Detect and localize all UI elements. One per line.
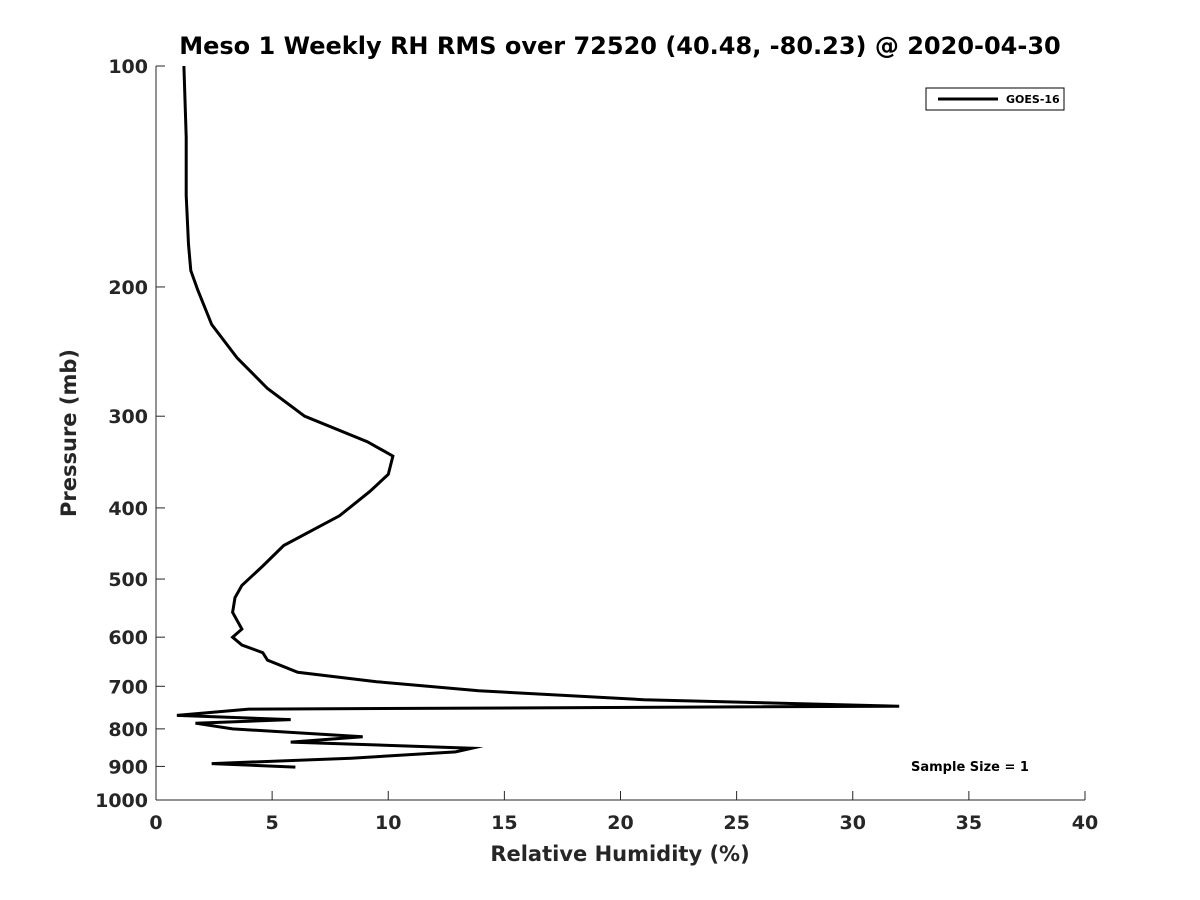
y-tick-label: 600 — [108, 627, 148, 649]
x-tick-label: 30 — [840, 812, 866, 834]
x-tick-label: 0 — [149, 812, 162, 834]
series-layer — [176, 65, 900, 769]
y-tick-label: 900 — [108, 756, 148, 778]
y-tick-label: 700 — [108, 676, 148, 698]
y-tick-label: 100 — [108, 56, 148, 78]
legend-label-goes-16: GOES-16 — [1006, 93, 1060, 106]
x-axis-label: Relative Humidity (%) — [490, 842, 749, 866]
series-line-goes-16 — [176, 65, 900, 769]
x-tick-label: 20 — [607, 812, 633, 834]
y-tick-label: 1000 — [95, 790, 148, 812]
y-tick-label: 400 — [108, 498, 148, 520]
plot-axes: 0 5 10 15 20 25 30 35 40 100 200 300 400 500 600 700 800… — [95, 56, 1098, 834]
x-tick-label: 35 — [956, 812, 982, 834]
x-tick-label: 10 — [375, 812, 401, 834]
x-tick-label: 40 — [1072, 812, 1098, 834]
y-tick-label: 500 — [108, 569, 148, 591]
y-tick-label: 300 — [108, 406, 148, 428]
y-tick-label: 200 — [108, 277, 148, 299]
legend: GOES-16 — [925, 87, 1065, 111]
y-axis-label: Pressure (mb) — [57, 349, 81, 517]
sample-size-annotation: Sample Size = 1 — [911, 760, 1029, 775]
x-tick-label: 5 — [266, 812, 279, 834]
chart-title: Meso 1 Weekly RH RMS over 72520 (40.48, … — [179, 32, 1061, 60]
x-tick-label: 25 — [723, 812, 749, 834]
y-tick-label: 800 — [108, 719, 148, 741]
x-tick-label: 15 — [491, 812, 517, 834]
